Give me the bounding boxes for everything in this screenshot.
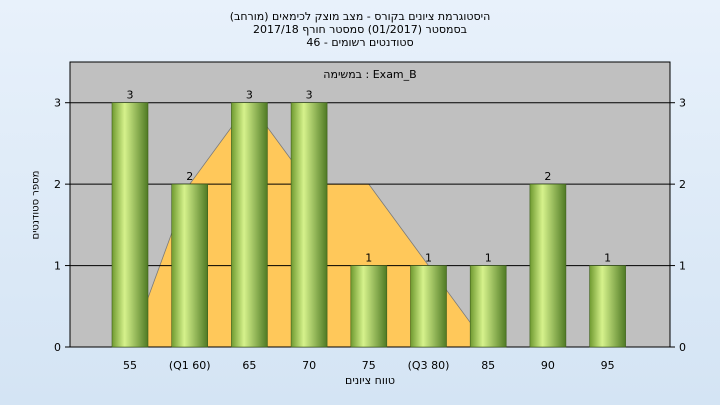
x-tick-label: (Q1 60) — [169, 359, 211, 372]
bar-value-label: 1 — [425, 252, 432, 265]
bar-value-label: 3 — [127, 89, 134, 102]
x-tick-label: 95 — [601, 359, 615, 372]
x-tick-label: 55 — [123, 359, 137, 372]
y-tick-label-left: 0 — [54, 341, 61, 354]
x-tick-label: (Q3 80) — [408, 359, 450, 372]
y-tick-label-right: 2 — [679, 178, 686, 191]
histogram-bar — [350, 265, 388, 348]
y-tick-label-right: 1 — [679, 260, 686, 273]
legend-series-label: במשימה : Exam_B — [323, 68, 416, 81]
histogram-bar — [410, 265, 447, 348]
y-tick-label-right: 3 — [679, 97, 686, 110]
chart-semester: בסמסטר (01/2017) סמסטר חורף 2017/18 — [253, 23, 467, 36]
bar-value-label: 1 — [604, 252, 611, 265]
bar-value-label: 1 — [485, 252, 492, 265]
bar-value-label: 3 — [306, 89, 313, 102]
histogram-bar — [231, 102, 268, 348]
histogram-bar — [290, 102, 328, 348]
chart-title-block: (היסטוגרמת ציונים בקורס - מצב מוצק לכימא… — [0, 10, 720, 49]
bar-value-label: 3 — [246, 89, 253, 102]
x-tick-label: 85 — [481, 359, 495, 372]
histogram-bar — [171, 183, 208, 348]
y-tick-label-left: 3 — [54, 97, 61, 110]
y-axis-label: מספר סטודנטים — [30, 170, 42, 240]
chart-student-count: סטודנטים רשומים - 46 — [306, 36, 414, 49]
bar-value-label: 2 — [186, 170, 193, 183]
y-tick-label-right: 0 — [679, 341, 686, 354]
histogram-bar — [469, 265, 507, 348]
histogram-bar — [529, 183, 567, 348]
x-tick-label: 90 — [541, 359, 555, 372]
chart-title: (היסטוגרמת ציונים בקורס - מצב מוצק לכימא… — [229, 10, 491, 23]
x-tick-label: 65 — [242, 359, 256, 372]
x-tick-label: 70 — [302, 359, 316, 372]
bar-value-label: 2 — [544, 170, 551, 183]
bar-value-label: 1 — [365, 252, 372, 265]
y-tick-label-left: 2 — [54, 178, 61, 191]
histogram-bar — [111, 102, 149, 348]
y-tick-label-left: 1 — [54, 260, 61, 273]
x-tick-label: 75 — [362, 359, 376, 372]
histogram-bar — [589, 265, 626, 348]
x-axis-label: טווח ציונים — [345, 374, 395, 387]
